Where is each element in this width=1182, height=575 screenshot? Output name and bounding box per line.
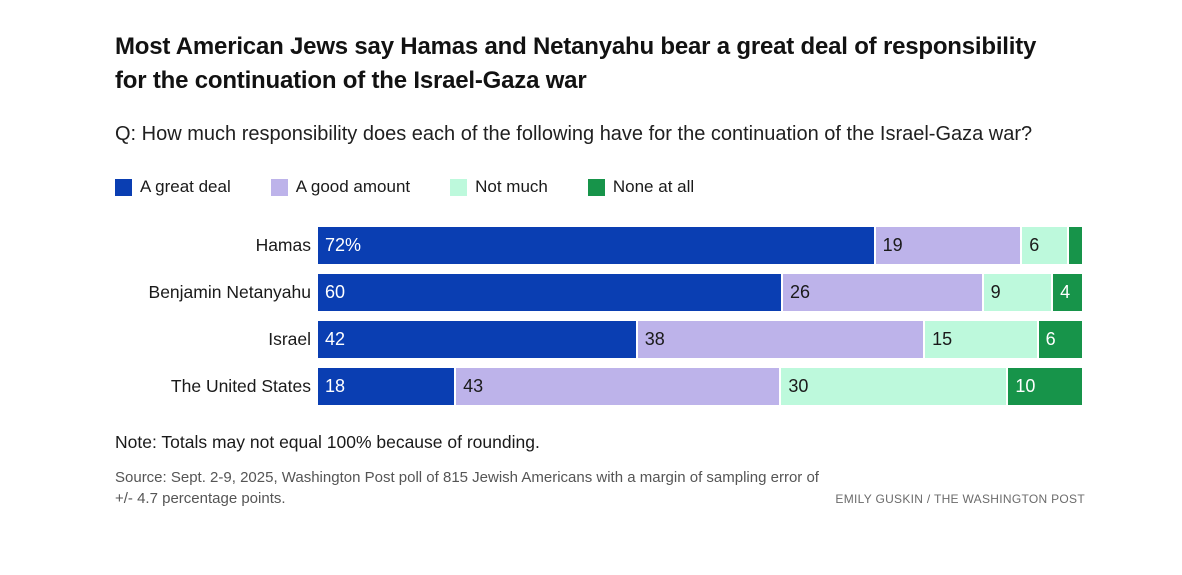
- row-label: Hamas: [255, 235, 311, 255]
- bar-segment-a-great-deal: 18: [318, 368, 455, 405]
- row-label: The United States: [170, 376, 311, 396]
- legend: A great deal A good amount Not much None at…: [115, 177, 1182, 197]
- legend-label: None at all: [612, 177, 695, 196]
- legend-item-a-great-deal: A great deal: [115, 177, 231, 197]
- chart-card: Most American Jews say Hamas and Netanya…: [115, 33, 1182, 509]
- legend-swatch-none-at-all: [587, 178, 605, 196]
- bar-segment-not-much: 6: [1020, 227, 1067, 264]
- source-text: Source: Sept. 2-9, 2025, Washington Post…: [115, 469, 819, 507]
- legend-item-a-good-amount: A good amount: [270, 177, 411, 197]
- bar-segment-none-at-all: [1066, 227, 1082, 264]
- chart-question: Q: How much responsibility does each of …: [115, 123, 1033, 145]
- bar-segment-a-good-amount: 26: [781, 274, 982, 311]
- legend-label: Not much: [475, 177, 548, 196]
- bar-segment-a-good-amount: 43: [454, 368, 780, 405]
- bar-stack: 72% 19 6: [318, 227, 1082, 264]
- chart-title: Most American Jews say Hamas and Netanya…: [115, 33, 1037, 94]
- legend-label: A good amount: [295, 177, 411, 196]
- chart-footer: Source: Sept. 2-9, 2025, Washington Post…: [115, 467, 1085, 509]
- bar-segment-not-much: 9: [981, 274, 1052, 311]
- chart-row-israel: Israel 42 38 15 6: [115, 321, 1182, 358]
- bar-segment-a-good-amount: 19: [873, 227, 1021, 264]
- legend-item-not-much: Not much: [450, 177, 548, 197]
- bar-segment-none-at-all: 10: [1006, 368, 1082, 405]
- bar-segment-a-great-deal: 42: [318, 321, 636, 358]
- bar-stack: 60 26 9 4: [318, 274, 1082, 311]
- bar-stack: 18 43 30 10: [318, 368, 1082, 405]
- legend-swatch-a-good-amount: [270, 178, 288, 196]
- bar-segment-a-great-deal: 60: [318, 274, 782, 311]
- bar-segment-none-at-all: 6: [1036, 321, 1082, 358]
- bar-segment-not-much: 15: [923, 321, 1037, 358]
- credit-text: EMILY GUSKIN / THE WASHINGTON POST: [835, 492, 1085, 506]
- bar-segment-none-at-all: 4: [1051, 274, 1082, 311]
- row-label: Israel: [268, 329, 311, 349]
- legend-swatch-a-great-deal: [115, 178, 132, 196]
- stacked-bar-chart: Hamas 72% 19 6 Benjamin Netanyahu 60 26 9 4 Israe…: [115, 227, 1182, 405]
- bar-segment-a-good-amount: 38: [635, 321, 924, 358]
- chart-row-the-united-states: The United States 18 43 30 10: [115, 368, 1182, 405]
- bar-segment-not-much: 30: [779, 368, 1007, 405]
- row-label: Benjamin Netanyahu: [148, 282, 311, 302]
- bar-segment-a-great-deal: 72%: [318, 227, 874, 264]
- bar-stack: 42 38 15 6: [318, 321, 1082, 358]
- chart-note: Note: Totals may not equal 100% because …: [115, 432, 540, 452]
- chart-row-benjamin-netanyahu: Benjamin Netanyahu 60 26 9 4: [115, 274, 1182, 311]
- legend-label: A great deal: [140, 177, 231, 196]
- legend-swatch-not-much: [450, 178, 468, 196]
- legend-item-none-at-all: None at all: [587, 177, 695, 197]
- chart-row-hamas: Hamas 72% 19 6: [115, 227, 1182, 264]
